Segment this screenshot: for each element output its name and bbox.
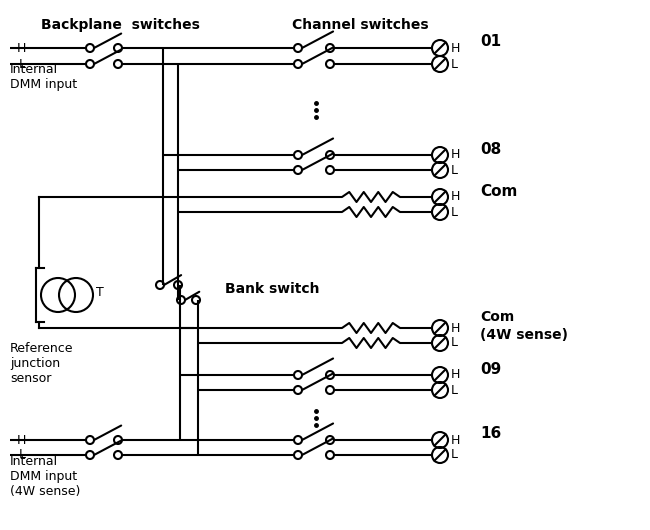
Text: H: H <box>451 368 460 382</box>
Text: Internal
DMM input: Internal DMM input <box>10 63 77 91</box>
Text: Channel switches: Channel switches <box>292 18 428 32</box>
Text: Bank switch: Bank switch <box>225 282 320 296</box>
Text: H: H <box>451 434 460 446</box>
Text: 01: 01 <box>480 34 501 49</box>
Text: Internal
DMM input
(4W sense): Internal DMM input (4W sense) <box>10 455 81 498</box>
Text: H: H <box>17 434 26 446</box>
Text: 09: 09 <box>480 361 501 376</box>
Text: 16: 16 <box>480 427 501 441</box>
Text: H: H <box>451 41 460 55</box>
Text: L: L <box>451 337 458 349</box>
Text: T: T <box>96 287 104 299</box>
Text: L: L <box>451 448 458 462</box>
Text: L: L <box>451 57 458 70</box>
Text: Com
(4W sense): Com (4W sense) <box>480 310 568 342</box>
Text: L: L <box>19 448 26 462</box>
Text: L: L <box>19 57 26 70</box>
Text: H: H <box>451 148 460 162</box>
Text: L: L <box>451 206 458 218</box>
Text: H: H <box>451 190 460 204</box>
Text: L: L <box>451 163 458 176</box>
Text: H: H <box>17 41 26 55</box>
Text: Reference
junction
sensor: Reference junction sensor <box>10 342 73 385</box>
Text: Com: Com <box>480 183 517 199</box>
Text: H: H <box>451 322 460 334</box>
Text: L: L <box>451 384 458 396</box>
Text: 08: 08 <box>480 142 501 156</box>
Text: Backplane  switches: Backplane switches <box>40 18 200 32</box>
